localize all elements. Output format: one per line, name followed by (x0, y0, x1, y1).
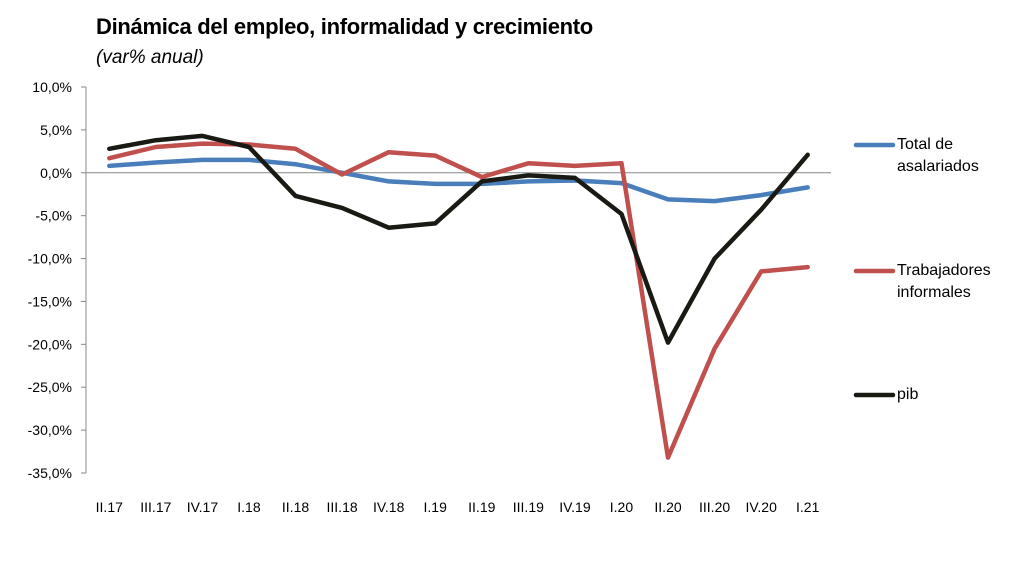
y-tick-label: 0,0% (40, 165, 72, 181)
x-tick-label: I.21 (796, 499, 820, 515)
legend-label-1: Total de asalariados (897, 136, 979, 175)
x-tick-label: I.20 (610, 499, 634, 515)
x-tick-label: IV.19 (559, 499, 591, 515)
y-tick-label: 5,0% (40, 122, 72, 138)
legend-label-3: pib (897, 386, 919, 403)
chart-subtitle: (var% anual) (96, 47, 204, 68)
y-tick-label: -5,0% (35, 208, 72, 224)
y-tick-label: -10,0% (28, 251, 72, 267)
x-tick-label: I.18 (237, 499, 261, 515)
x-tick-label: IV.18 (373, 499, 405, 515)
series-line-2 (107, 141, 810, 460)
x-tick-label: III.20 (699, 499, 730, 515)
x-tick-label: IV.17 (187, 499, 219, 515)
x-tick-label: III.19 (513, 499, 544, 515)
x-tick-label: III.18 (327, 499, 358, 515)
y-tick-label: -30,0% (28, 422, 72, 438)
x-tick-label: II.20 (654, 499, 681, 515)
x-tick-label: II.18 (282, 499, 309, 515)
legend-label-2: Trabajadores informales (897, 262, 991, 301)
series-line-1 (107, 157, 810, 204)
series-line-3 (107, 133, 810, 345)
y-tick-label: -35,0% (28, 465, 72, 481)
x-tick-label: IV.20 (745, 499, 777, 515)
y-tick-label: -20,0% (28, 336, 72, 352)
y-tick-label: -15,0% (28, 293, 72, 309)
x-tick-label: I.19 (424, 499, 448, 515)
y-tick-label: 10,0% (32, 79, 72, 95)
x-tick-label: II.17 (96, 499, 123, 515)
x-tick-label: II.19 (468, 499, 495, 515)
y-tick-label: -25,0% (28, 379, 72, 395)
x-tick-label: III.17 (140, 499, 171, 515)
chart-title: Dinámica del empleo, informalidad y crec… (96, 14, 593, 39)
